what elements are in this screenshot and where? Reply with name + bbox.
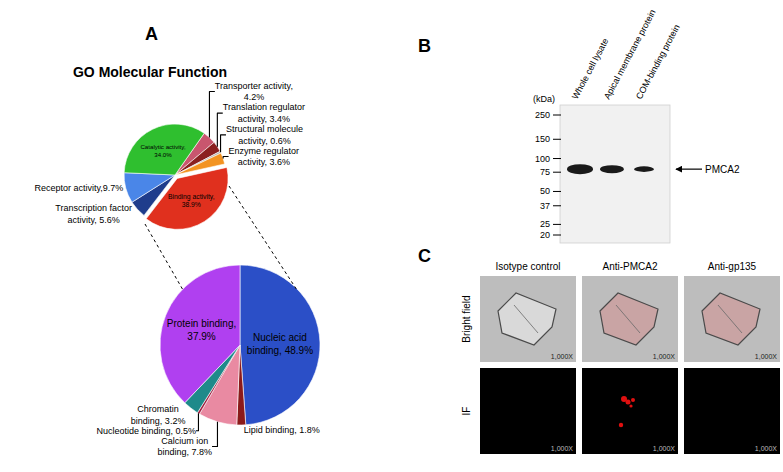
- svg-text:150: 150: [535, 134, 550, 144]
- svg-text:Apical membrane protein: Apical membrane protein: [602, 8, 658, 101]
- svg-text:Bright field: Bright field: [461, 295, 472, 342]
- svg-text:Isotype control: Isotype control: [495, 261, 560, 272]
- svg-text:PMCA2: PMCA2: [705, 164, 740, 175]
- svg-text:37: 37: [540, 201, 550, 211]
- svg-text:C: C: [418, 246, 431, 266]
- svg-text:Nucleotide binding, 0.5%: Nucleotide binding, 0.5%: [96, 426, 196, 436]
- svg-text:1,000X: 1,000X: [551, 353, 574, 360]
- svg-text:IF: IF: [461, 407, 472, 416]
- svg-text:Protein binding,37.9%: Protein binding,37.9%: [167, 318, 237, 342]
- svg-text:Enzyme regulatoractivity, 3.6%: Enzyme regulatoractivity, 3.6%: [229, 146, 300, 168]
- svg-text:Anti-PMCA2: Anti-PMCA2: [602, 261, 657, 272]
- svg-text:Calcium ionbinding, 7.8%: Calcium ionbinding, 7.8%: [157, 436, 212, 458]
- svg-text:1,000X: 1,000X: [755, 445, 778, 452]
- svg-text:1,000X: 1,000X: [755, 353, 778, 360]
- svg-text:Catalytic activity,34.0%: Catalytic activity,34.0%: [140, 143, 185, 158]
- svg-text:50: 50: [540, 186, 550, 196]
- svg-text:1,000X: 1,000X: [551, 445, 574, 452]
- svg-text:75: 75: [540, 167, 550, 177]
- svg-text:Nucleic acidbinding, 48.9%: Nucleic acidbinding, 48.9%: [247, 332, 313, 356]
- svg-text:25: 25: [540, 219, 550, 229]
- svg-text:Binding activity,38.9%: Binding activity,38.9%: [168, 193, 215, 209]
- svg-text:Structural moleculeactivity, 0: Structural moleculeactivity, 0.6%: [226, 124, 303, 146]
- svg-text:B: B: [418, 36, 431, 56]
- svg-text:250: 250: [535, 110, 550, 120]
- svg-text:COM-binding protein: COM-binding protein: [634, 23, 682, 101]
- svg-text:Whole cell lysate: Whole cell lysate: [570, 37, 611, 101]
- svg-text:Anti-gp135: Anti-gp135: [708, 261, 757, 272]
- svg-text:A: A: [145, 24, 158, 44]
- svg-text:100: 100: [535, 154, 550, 164]
- svg-text:(kDa): (kDa): [533, 94, 555, 104]
- svg-text:20: 20: [540, 230, 550, 240]
- svg-text:1,000X: 1,000X: [653, 445, 676, 452]
- svg-text:Lipid binding, 1.8%: Lipid binding, 1.8%: [244, 425, 320, 435]
- svg-text:1,000X: 1,000X: [653, 353, 676, 360]
- svg-text:Receptor activity,9.7%: Receptor activity,9.7%: [34, 183, 123, 193]
- svg-text:GO Molecular Function: GO Molecular Function: [73, 64, 227, 80]
- svg-text:Transporter activity,4.2%: Transporter activity,4.2%: [215, 81, 293, 103]
- svg-text:Translation regulatoractivity,: Translation regulatoractivity, 3.4%: [223, 102, 305, 124]
- svg-text:Chromatinbinding, 3.2%: Chromatinbinding, 3.2%: [131, 404, 186, 426]
- svg-text:Transcription factoractivity,: Transcription factoractivity, 5.6%: [55, 203, 132, 225]
